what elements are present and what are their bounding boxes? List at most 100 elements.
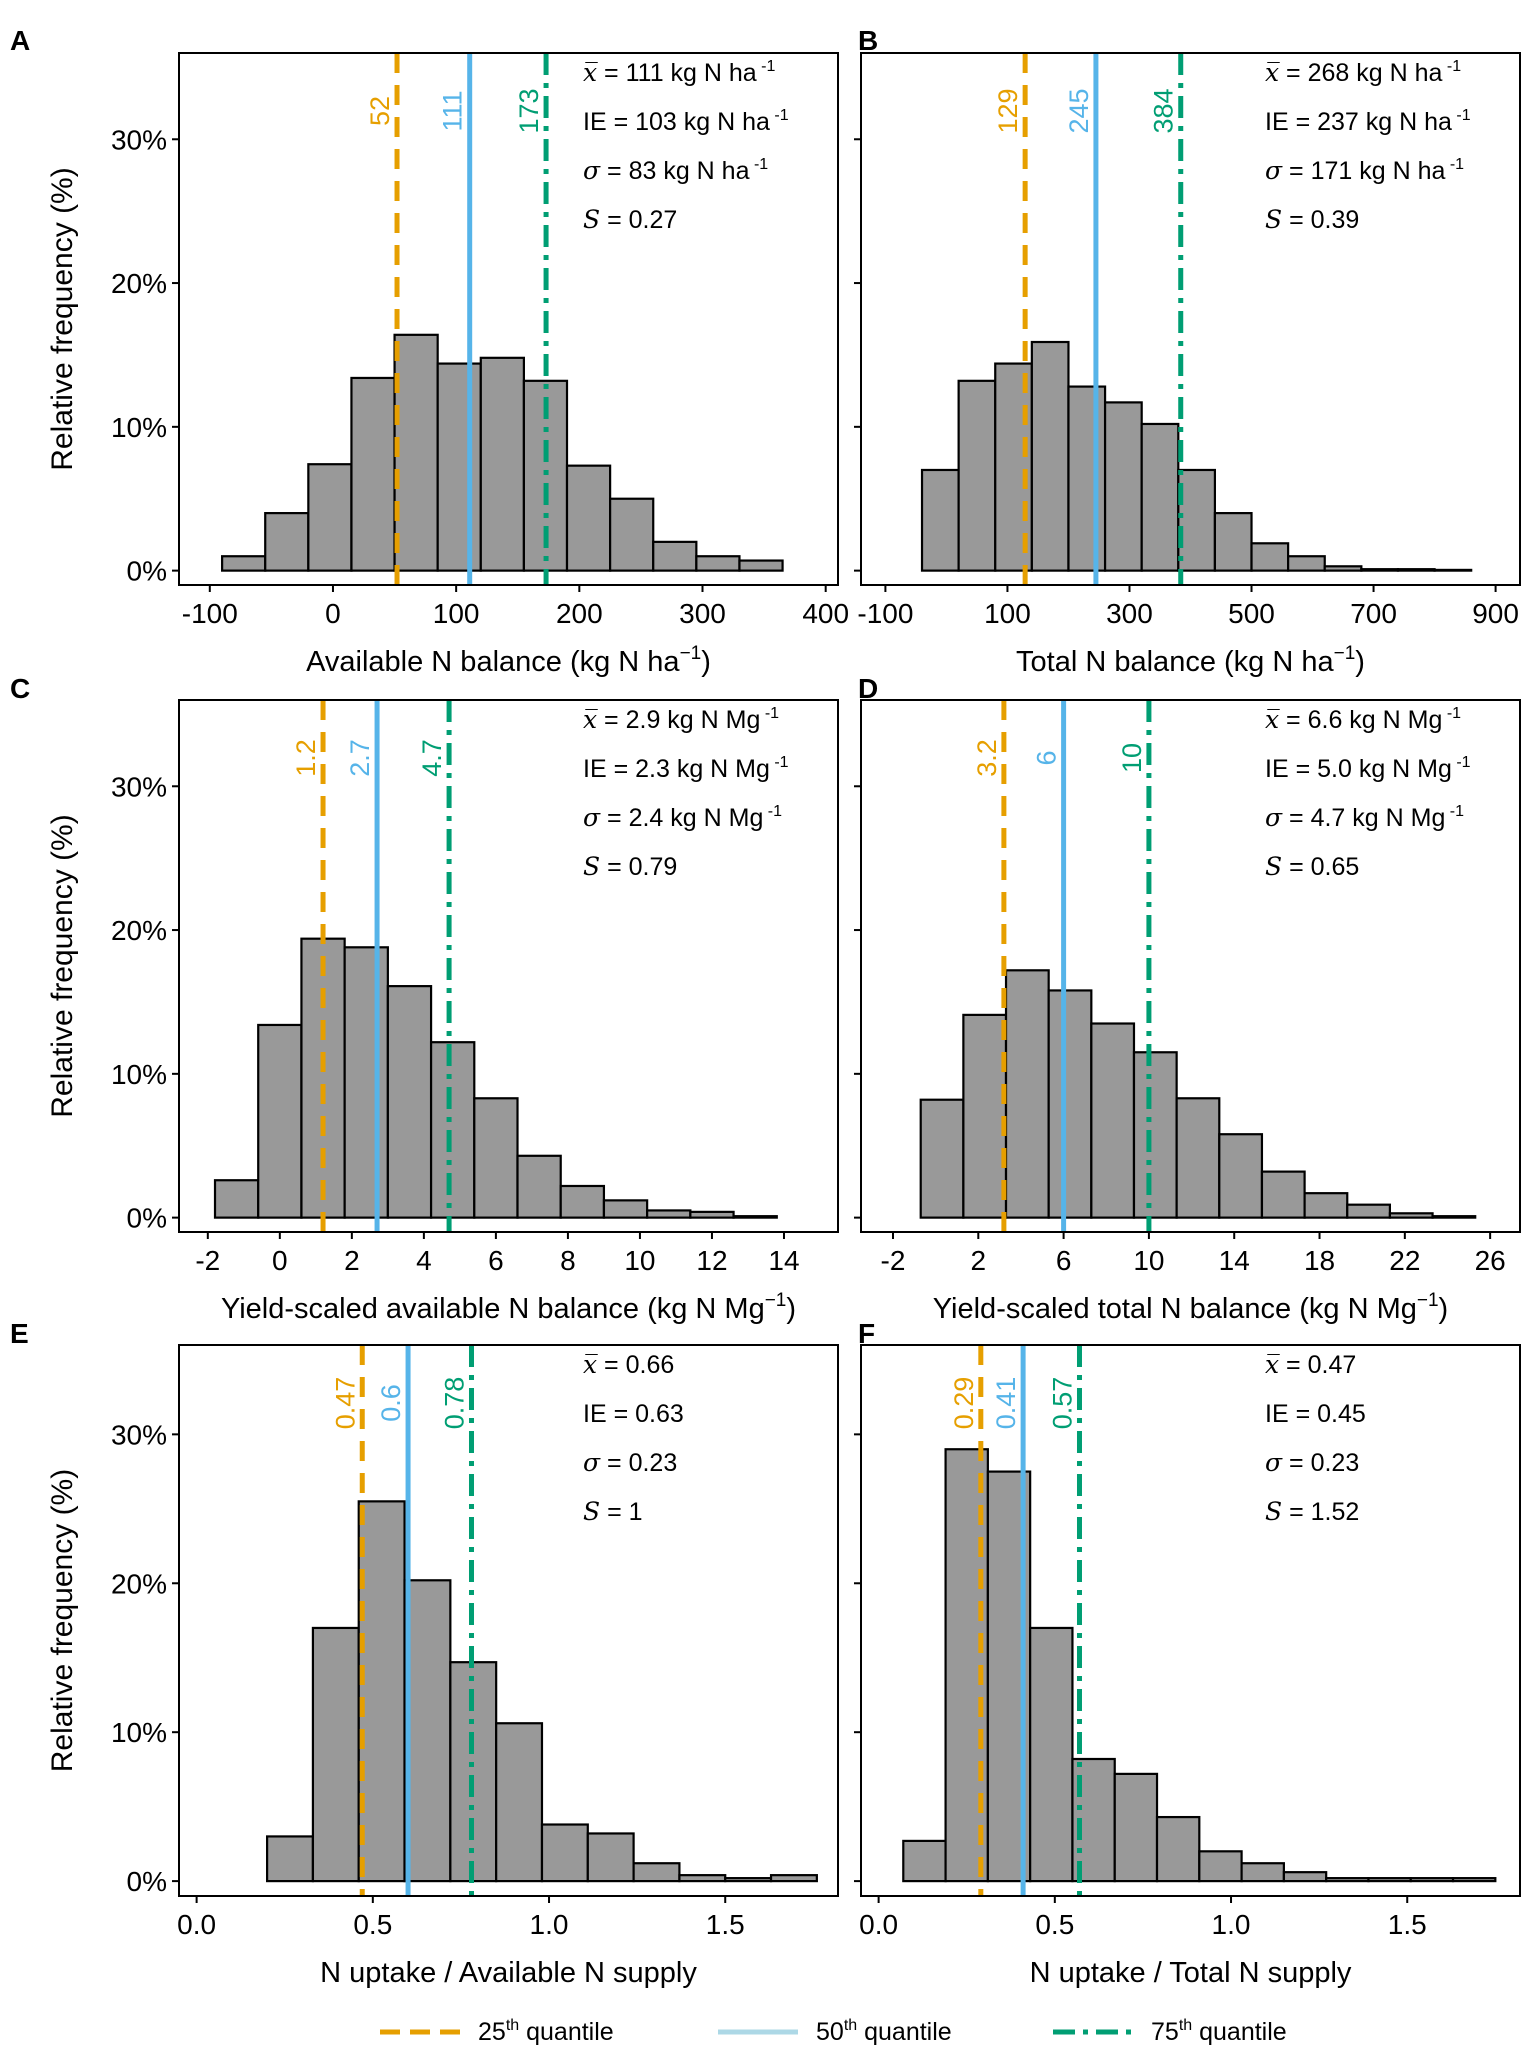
histogram-bars (213, 937, 778, 1219)
stat-symbol: S (1265, 852, 1282, 881)
histogram-bar (689, 1210, 735, 1219)
legend-suffix: quantile (857, 2018, 952, 2046)
x-tick-label: 500 (1228, 598, 1275, 629)
y-tick-label: 10% (111, 1717, 167, 1748)
panel-label: D (858, 673, 878, 704)
stat-equals: = (600, 1449, 629, 1477)
histogram-bars (902, 1448, 1497, 1883)
histogram-bars (919, 969, 1477, 1219)
stat-symbol: σ (1265, 1448, 1283, 1477)
histogram-bar (920, 468, 960, 572)
panel-label: E (10, 1318, 29, 1349)
stat-equals: = (1282, 804, 1311, 832)
legend-suffix: quantile (1192, 2018, 1287, 2046)
histogram-bar (1047, 989, 1093, 1219)
quantile-50-label: 0.6 (376, 1384, 406, 1422)
histogram-bar (1140, 422, 1180, 572)
stat-symbol: x̅ (583, 58, 598, 87)
histogram-bar (429, 1041, 476, 1219)
stat-line: x̅ = 0.66 (583, 1350, 674, 1379)
stat-symbol: IE (1265, 108, 1289, 136)
stat-value: 5.0 kg N Mg (1317, 755, 1452, 783)
histogram-bar (1282, 1871, 1328, 1883)
stat-equals: = (1279, 1351, 1308, 1379)
x-axis-label: Yield-scaled available N balance (kg N M… (221, 1290, 796, 1325)
x-tick-label: 100 (984, 598, 1031, 629)
x-tick-label: 14 (1219, 1245, 1250, 1276)
y-tick-label: 10% (111, 412, 167, 443)
histogram-bar (350, 376, 396, 572)
x-tick-label: 18 (1304, 1245, 1335, 1276)
stat-value: 0.45 (1317, 1400, 1366, 1428)
histogram-bar (769, 1874, 818, 1883)
quantile-25-label: 3.2 (972, 739, 1002, 777)
legend-75-label: 75th quantile (1151, 2017, 1287, 2046)
histogram-bar (213, 1179, 260, 1219)
histogram-bar (264, 512, 310, 572)
histogram-bar (473, 1097, 519, 1219)
stat-symbol: S (1265, 205, 1282, 234)
x-tick-label: 6 (1056, 1245, 1072, 1276)
panel-label: C (10, 673, 30, 704)
stat-line: S = 0.65 (1265, 852, 1359, 881)
x-axis-label-end: ) (1439, 1293, 1449, 1325)
stat-symbol: σ (1265, 156, 1283, 185)
histogram-bar (1409, 1877, 1455, 1883)
stat-equals: = (600, 157, 629, 185)
stat-line: IE = 0.63 (583, 1400, 684, 1428)
stat-line: S = 0.39 (1265, 205, 1359, 234)
panel-label: A (10, 25, 30, 56)
legend-suffix: quantile (519, 2018, 614, 2046)
histogram-bar (586, 1832, 635, 1883)
stat-value: 2.9 kg N Mg (626, 706, 761, 734)
histogram-bar (1132, 1051, 1178, 1219)
stat-value: 4.7 kg N Mg (1311, 804, 1446, 832)
histogram-bars (266, 1500, 818, 1883)
quantile-50-label: 0.41 (991, 1377, 1021, 1430)
legend-50-label: 50th quantile (816, 2017, 952, 2046)
stat-symbol: S (1265, 1497, 1282, 1526)
quantile-25-label: 129 (993, 88, 1023, 133)
histogram-bar (559, 1184, 606, 1219)
stat-value: 0.39 (1311, 206, 1360, 234)
histogram-bar (1451, 1877, 1497, 1883)
histogram-bar (403, 1579, 452, 1883)
histogram-bar (1004, 969, 1050, 1219)
x-tick-label: 0 (272, 1245, 288, 1276)
legend-ordinal: th (1179, 2017, 1192, 2034)
stat-line: IE = 103 kg N ha -1 (583, 107, 789, 136)
histogram-bar (1303, 1192, 1349, 1219)
x-axis-label: Total N balance (kg N ha−1) (1016, 643, 1365, 678)
x-tick-label: 0.0 (177, 1909, 216, 1940)
stat-line: IE = 0.45 (1265, 1400, 1366, 1428)
stat-equals: = (1282, 1498, 1311, 1526)
x-tick-label: 100 (433, 598, 480, 629)
x-axis-label: Yield-scaled total N balance (kg N Mg−1) (933, 1290, 1448, 1325)
stat-line: IE = 237 kg N ha -1 (1265, 107, 1471, 136)
stat-symbol: x̅ (1265, 58, 1280, 87)
stat-value: 111 kg N ha (626, 59, 757, 87)
x-tick-label: 0.5 (1035, 1909, 1074, 1940)
stat-unit-exponent: -1 (1445, 803, 1464, 820)
x-axis-label-text: N uptake / Total N supply (1030, 1957, 1352, 1989)
histogram-bar (1250, 542, 1290, 572)
histogram-bar (609, 497, 655, 572)
stat-value: 6.6 kg N Mg (1308, 706, 1443, 734)
stat-line: x̅ = 111 kg N ha -1 (583, 58, 775, 87)
y-axis-label: Relative frequency (%) (46, 167, 79, 470)
y-tick-label: 20% (111, 268, 167, 299)
x-tick-label: 10 (624, 1245, 655, 1276)
stat-unit-exponent: -1 (1445, 156, 1464, 173)
stat-value: 0.66 (626, 1351, 675, 1379)
stat-equals: = (1289, 108, 1318, 136)
stat-line: x̅ = 2.9 kg N Mg -1 (583, 705, 779, 734)
quantile-25-label: 52 (365, 96, 395, 126)
x-tick-label: 10 (1133, 1245, 1164, 1276)
stat-equals: = (607, 108, 636, 136)
histogram-bar (516, 1154, 562, 1219)
histogram-bar (540, 1823, 589, 1883)
histogram-bar (1367, 1877, 1412, 1883)
quantile-75-label: 0.78 (439, 1377, 469, 1430)
x-tick-label: 14 (768, 1245, 799, 1276)
stat-equals: = (607, 755, 636, 783)
